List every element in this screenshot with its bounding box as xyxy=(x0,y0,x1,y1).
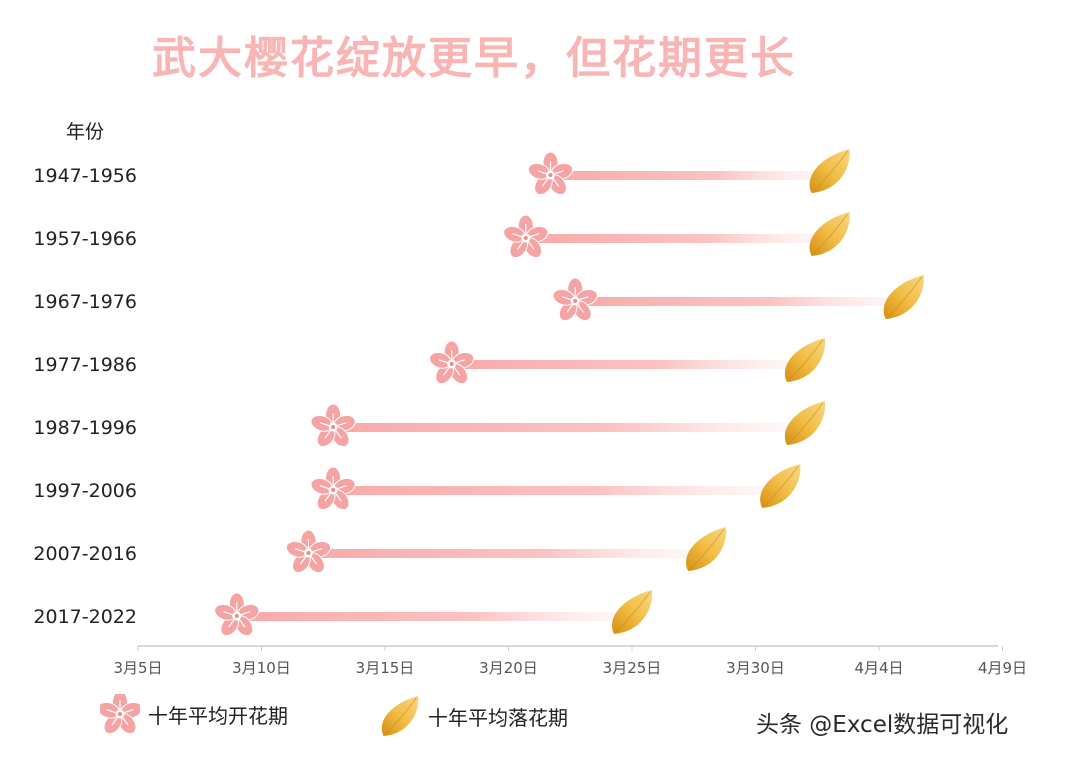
y-category-label: 1947-1956 xyxy=(33,165,137,187)
x-tick-label: 3月25日 xyxy=(603,659,662,677)
y-category-label: 1957-1966 xyxy=(33,228,137,250)
golden-petal-icon xyxy=(381,695,419,737)
fall-marker xyxy=(759,463,801,509)
y-category-label: 1997-2006 xyxy=(33,480,137,502)
duration-bar xyxy=(333,486,781,495)
duration-bar xyxy=(550,171,830,180)
fall-marker xyxy=(809,148,851,194)
duration-bar xyxy=(451,360,805,369)
legend-fall-label: 十年平均落花期 xyxy=(428,705,568,730)
x-tick-label: 4月9日 xyxy=(978,659,1027,677)
bloom-marker xyxy=(550,277,600,325)
fall-marker xyxy=(685,526,727,572)
y-category-label: 1987-1996 xyxy=(33,417,137,439)
bloom-marker xyxy=(426,340,477,388)
y-category-label: 1967-1976 xyxy=(33,291,137,313)
duration-bar xyxy=(333,423,805,432)
bloom-marker xyxy=(212,592,262,640)
x-tick-label: 3月5日 xyxy=(113,659,162,677)
y-category-label: 1977-1986 xyxy=(33,354,137,376)
fall-marker xyxy=(809,211,851,257)
x-tick-label: 3月30日 xyxy=(726,659,785,677)
legend-fall: 十年平均落花期 xyxy=(380,694,568,738)
fall-marker xyxy=(611,589,653,635)
bloom-marker xyxy=(283,529,334,577)
x-tick-label: 3月15日 xyxy=(356,659,415,677)
fall-marker xyxy=(784,400,826,446)
bloom-marker xyxy=(500,214,551,262)
bloom-marker xyxy=(308,403,358,451)
x-tick-label: 3月20日 xyxy=(479,659,538,677)
legend-bloom: 十年平均开花期 xyxy=(100,694,288,734)
duration-bar xyxy=(236,612,633,621)
bloom-marker xyxy=(308,466,358,514)
y-category-label: 2017-2022 xyxy=(33,606,137,628)
x-tick-label: 4月4日 xyxy=(854,659,903,677)
fall-marker xyxy=(784,337,826,383)
y-category-label: 2007-2016 xyxy=(33,543,137,565)
duration-bar xyxy=(575,297,904,306)
x-tick-label: 3月10日 xyxy=(232,659,291,677)
cherry-blossom-icon xyxy=(100,694,140,734)
y-axis-title: 年份 xyxy=(66,121,104,143)
chart-title: 武大樱花绽放更早，但花期更长 xyxy=(152,33,796,84)
duration-bar xyxy=(525,234,830,243)
fall-marker xyxy=(883,274,925,320)
duration-bar xyxy=(308,549,707,558)
legend-bloom-label: 十年平均开花期 xyxy=(148,703,288,728)
bloom-marker xyxy=(525,151,576,199)
watermark: 头条 @Excel数据可视化 xyxy=(756,712,1009,738)
